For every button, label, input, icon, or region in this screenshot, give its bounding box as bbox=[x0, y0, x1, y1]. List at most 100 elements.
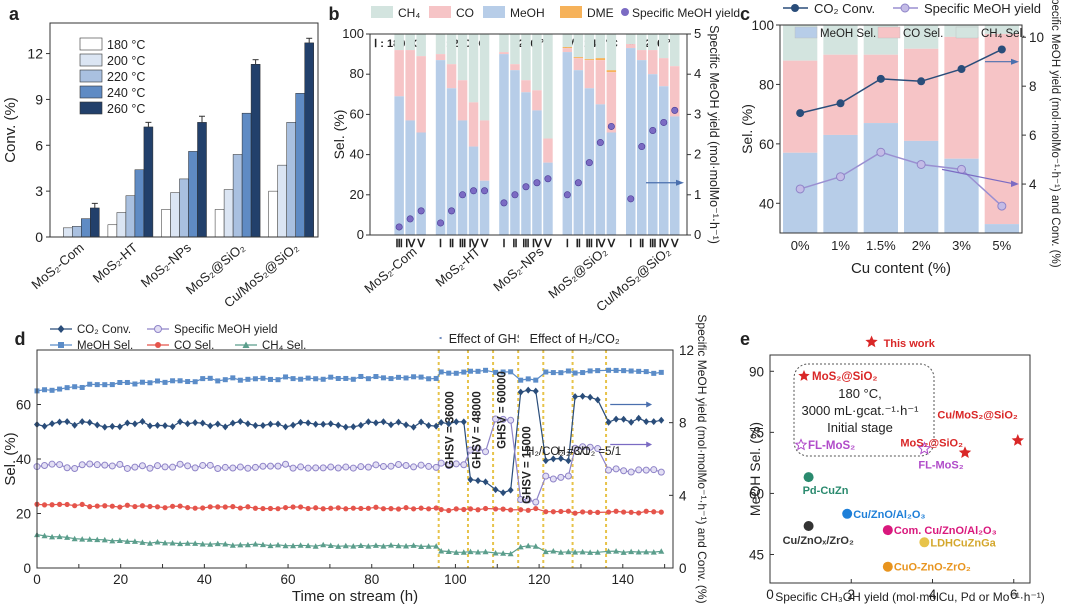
ch4-sel-point bbox=[244, 541, 251, 548]
bar-ch4 bbox=[468, 34, 479, 103]
bar-ch4 bbox=[904, 25, 939, 49]
meoh-sel-point bbox=[192, 379, 198, 385]
bar-co bbox=[606, 72, 617, 133]
bar-co bbox=[416, 56, 426, 133]
y-axis-label: Conv. (%) bbox=[2, 97, 19, 163]
meoh-sel-point bbox=[252, 376, 258, 382]
panel-label-e: e bbox=[740, 329, 750, 349]
co2-conv-point bbox=[290, 421, 297, 429]
co-sel-point bbox=[373, 504, 379, 510]
co2-conv-point bbox=[425, 421, 432, 429]
meoh-sel-point bbox=[94, 382, 100, 388]
meoh-yield-point bbox=[63, 464, 71, 472]
bar-dme bbox=[606, 70, 617, 73]
meoh-yield-point bbox=[221, 463, 229, 471]
co-sel-point bbox=[79, 501, 85, 508]
co2-conv-point bbox=[350, 423, 357, 431]
ch4-sel-point bbox=[425, 543, 432, 549]
ch4-sel-point bbox=[312, 543, 319, 549]
ch4-sel-point bbox=[49, 533, 56, 540]
bar-ch4 bbox=[984, 25, 1019, 34]
y2-axis-label: Specific MeOH yield (mol·molMo⁻¹·h⁻¹) an… bbox=[1049, 0, 1061, 268]
meoh-sel-point bbox=[438, 369, 444, 375]
meoh-yield-point bbox=[579, 443, 587, 451]
bar-co bbox=[637, 50, 647, 61]
meoh-yield-point bbox=[635, 466, 643, 474]
meoh-yield-point bbox=[334, 464, 342, 472]
meoh-yield-point bbox=[410, 463, 418, 471]
meoh-yield-point bbox=[586, 443, 594, 451]
yield-point bbox=[997, 201, 1007, 211]
bar bbox=[81, 218, 91, 238]
yield-point bbox=[638, 143, 646, 151]
meoh-yield-point bbox=[549, 475, 557, 483]
legend-label: MeOH Sel. bbox=[77, 340, 133, 352]
temperature-label: Ⅲ bbox=[395, 238, 403, 250]
co2-conv-point bbox=[297, 418, 304, 426]
co2-conv-point bbox=[438, 418, 445, 426]
x-tick-label: MoS₂-Com bbox=[28, 240, 86, 292]
conv-point bbox=[917, 77, 926, 86]
ch4-sel-point bbox=[282, 542, 289, 549]
legend-marker bbox=[242, 341, 250, 348]
y-tick-label: 0 bbox=[35, 229, 43, 245]
plot-frame-b bbox=[369, 33, 688, 236]
co2-conv-point bbox=[542, 457, 549, 465]
yield-point bbox=[627, 195, 635, 203]
bar-co bbox=[479, 120, 490, 181]
meoh-sel-point bbox=[328, 374, 334, 380]
yield-point bbox=[417, 207, 425, 215]
co2-conv-point bbox=[650, 418, 657, 426]
conv-line bbox=[799, 48, 1003, 114]
meoh-sel-point bbox=[483, 367, 489, 373]
meoh-sel-point bbox=[260, 375, 266, 381]
point-label: Cu/MoS₂@SiO₂ bbox=[937, 410, 1018, 422]
co2-conv-point bbox=[587, 393, 594, 401]
legend-swatch bbox=[429, 6, 451, 18]
meoh-yield-point bbox=[657, 468, 665, 476]
ch4-sel-point bbox=[146, 540, 153, 546]
co2-conv-point bbox=[312, 420, 319, 428]
yield-point bbox=[671, 106, 679, 114]
bar-ch4 bbox=[405, 34, 415, 51]
yield-line bbox=[799, 151, 1003, 207]
co2-conv-point bbox=[395, 418, 402, 426]
bar-meoh bbox=[904, 140, 939, 233]
y2-tick-label: 12 bbox=[679, 343, 694, 358]
meoh-yield-point bbox=[364, 463, 372, 471]
x-tick-label: 0% bbox=[791, 238, 810, 253]
meoh-sel-point bbox=[237, 377, 243, 383]
bar-meoh bbox=[595, 104, 606, 235]
meoh-sel-point bbox=[117, 380, 123, 386]
co-sel-point bbox=[117, 504, 123, 510]
legend-swatch bbox=[560, 6, 582, 18]
meoh-sel-point bbox=[446, 370, 452, 376]
co-sel-point bbox=[245, 504, 251, 510]
legend-label: 220 °C bbox=[107, 70, 145, 84]
ch4-sel-point bbox=[109, 537, 116, 544]
co-sel-point bbox=[403, 505, 409, 511]
meoh-sel-point bbox=[298, 376, 304, 382]
temperature-label: Ⅰ bbox=[439, 238, 442, 250]
co-sel-point bbox=[395, 506, 402, 512]
meoh-sel-point bbox=[467, 368, 473, 374]
meoh-sel-point bbox=[57, 386, 63, 392]
co2-conv-point bbox=[613, 415, 620, 423]
meoh-yield-point bbox=[517, 496, 525, 504]
co2-conv-point bbox=[628, 418, 635, 426]
co2-conv-point bbox=[620, 415, 627, 423]
meoh-yield-point bbox=[319, 464, 327, 472]
annotation: GHSV = 36000 bbox=[444, 391, 456, 469]
meoh-yield-point bbox=[176, 460, 184, 468]
co2-conv-point bbox=[658, 416, 665, 424]
ch4-sel-point bbox=[620, 549, 627, 555]
bar-co bbox=[984, 33, 1019, 225]
co-sel-point bbox=[109, 503, 115, 509]
ch4-sel-point bbox=[475, 549, 482, 555]
conv-point bbox=[876, 74, 885, 83]
meoh-sel-point bbox=[651, 370, 657, 376]
ch4-sel-point bbox=[605, 548, 612, 554]
meoh-yield-point bbox=[282, 460, 290, 468]
co-sel-point bbox=[237, 505, 243, 511]
ch4-sel-point bbox=[467, 548, 474, 555]
